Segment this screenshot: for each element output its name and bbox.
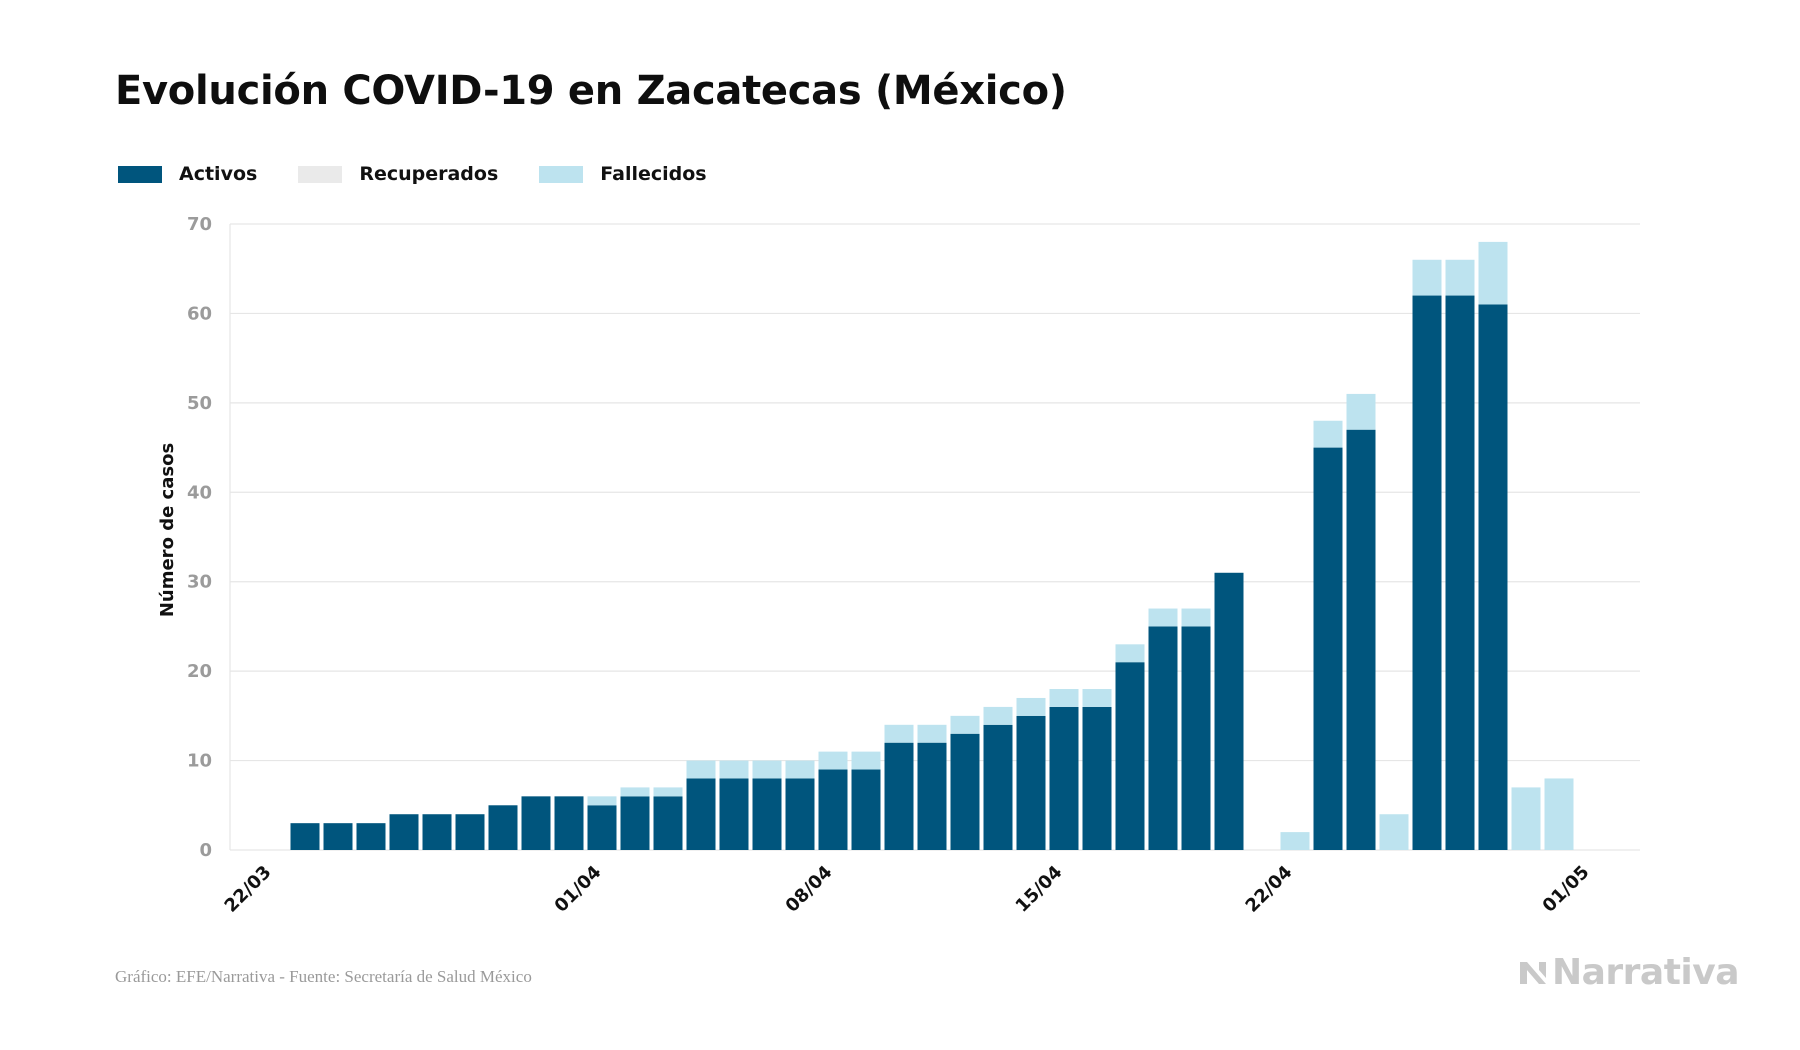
- legend-swatch-recuperados: [298, 165, 343, 183]
- bar-activos-23-04: [1313, 447, 1343, 850]
- bar-fallecidos-17-04: [1115, 644, 1145, 663]
- bar-fallecidos-12-04: [950, 715, 980, 734]
- legend-swatch-fallecidos: [539, 165, 584, 183]
- bar-activos-09-04: [851, 769, 881, 850]
- x-axis-ticks: 22/03 01/04 08/04 15/04 22/04 01/05: [221, 862, 1594, 917]
- bar-activos-19-04: [1181, 626, 1211, 850]
- x-tick-label: 08/04: [782, 862, 837, 917]
- y-tick-label: 60: [187, 303, 212, 324]
- bar-activos-24-03: [323, 823, 353, 850]
- bar-activos-26-04: [1412, 295, 1442, 850]
- bar-fallecidos-02-04: [620, 787, 650, 797]
- bar-activos-13-04: [983, 724, 1013, 850]
- legend-label-fallecidos: Fallecidos: [600, 163, 707, 185]
- bar-activos-30-03: [521, 796, 551, 850]
- bar-fallecidos-25-04: [1379, 814, 1409, 850]
- legend-label-activos: Activos: [179, 163, 258, 185]
- x-tick-label: 15/04: [1012, 862, 1067, 917]
- bar-activos-12-04: [950, 733, 980, 850]
- chart-legend: Activos Recuperados Fallecidos: [118, 163, 748, 185]
- bar-activos-05-04: [719, 778, 749, 850]
- bar-activos-20-04: [1214, 572, 1244, 850]
- bar-fallecidos-27-04: [1445, 259, 1475, 296]
- brand-name: Narrativa: [1552, 952, 1740, 993]
- bar-fallecidos-29-04: [1511, 787, 1541, 850]
- bar-activos-03-04: [653, 796, 683, 850]
- bar-activos-27-03: [422, 814, 452, 850]
- y-axis-ticks: 0 10 20 30 40 50 60 70: [187, 214, 212, 861]
- bar-fallecidos-23-04: [1313, 420, 1343, 448]
- bar-fallecidos-15-04: [1049, 689, 1079, 707]
- bar-fallecidos-11-04: [917, 724, 947, 743]
- bar-fallecidos-10-04: [884, 724, 914, 743]
- bar-fallecidos-16-04: [1082, 689, 1112, 707]
- y-tick-label: 0: [199, 840, 212, 861]
- y-tick-label: 10: [187, 751, 212, 772]
- bar-activos-29-03: [488, 805, 518, 850]
- legend-item-recuperados: Recuperados: [298, 163, 498, 185]
- x-tick-label: 01/05: [1539, 862, 1594, 917]
- bar-activos-16-04: [1082, 706, 1112, 850]
- bar-activos-28-03: [455, 814, 485, 850]
- bar-activos-28-04: [1478, 304, 1508, 850]
- bar-activos-07-04: [785, 778, 815, 850]
- bar-fallecidos-04-04: [686, 760, 716, 779]
- brand-logo: Narrativa: [1518, 952, 1740, 993]
- bar-fallecidos-14-04: [1016, 697, 1046, 716]
- bar-fallecidos-01-04: [587, 796, 617, 806]
- bar-fallecidos-05-04: [719, 760, 749, 779]
- legend-swatch-activos: [118, 165, 162, 183]
- bar-activos-23-03: [290, 823, 320, 850]
- y-tick-label: 30: [187, 572, 212, 593]
- bar-activos-27-04: [1445, 295, 1475, 850]
- y-tick-label: 70: [187, 214, 212, 235]
- legend-label-recuperados: Recuperados: [359, 163, 499, 185]
- y-tick-label: 40: [187, 482, 212, 503]
- bar-activos-01-04: [587, 805, 617, 850]
- x-tick-label: 22/04: [1242, 862, 1297, 917]
- bar-activos-17-04: [1115, 662, 1145, 850]
- bar-fallecidos-19-04: [1181, 608, 1211, 627]
- bar-activos-11-04: [917, 742, 947, 850]
- bar-fallecidos-24-04: [1346, 393, 1376, 430]
- bar-fallecidos-03-04: [653, 787, 683, 797]
- bar-activos-14-04: [1016, 715, 1046, 850]
- bar-activos-18-04: [1148, 626, 1178, 850]
- bar-activos-02-04: [620, 796, 650, 850]
- bar-activos-15-04: [1049, 706, 1079, 850]
- bar-activos-08-04: [818, 769, 848, 850]
- bar-activos-31-03: [554, 796, 584, 850]
- bar-activos-24-04: [1346, 429, 1376, 850]
- bar-fallecidos-07-04: [785, 760, 815, 779]
- bar-activos-26-03: [389, 814, 419, 850]
- bar-activos-04-04: [686, 778, 716, 850]
- legend-item-activos: Activos: [118, 163, 257, 185]
- narrativa-logo-icon: [1520, 961, 1546, 984]
- bar-fallecidos-13-04: [983, 706, 1013, 725]
- bars: [290, 241, 1574, 850]
- chart-title: Evolución COVID-19 en Zacatecas (México): [115, 68, 1067, 114]
- bar-fallecidos-18-04: [1148, 608, 1178, 627]
- bar-fallecidos-30-04: [1544, 778, 1574, 850]
- y-tick-label: 20: [187, 661, 212, 682]
- bar-activos-06-04: [752, 778, 782, 850]
- x-tick-label: 01/04: [551, 862, 606, 917]
- legend-item-fallecidos: Fallecidos: [539, 163, 707, 185]
- bar-fallecidos-06-04: [752, 760, 782, 779]
- bar-fallecidos-09-04: [851, 751, 881, 770]
- bar-fallecidos-22-04: [1280, 832, 1310, 850]
- bar-fallecidos-26-04: [1412, 259, 1442, 296]
- y-tick-label: 50: [187, 393, 212, 414]
- x-tick-label: 22/03: [221, 862, 276, 917]
- y-axis-label: Número de casos: [157, 443, 178, 617]
- bar-fallecidos-08-04: [818, 751, 848, 770]
- bar-activos-10-04: [884, 742, 914, 850]
- source-footer: Gráfico: EFE/Narrativa - Fuente: Secreta…: [115, 967, 532, 986]
- bar-activos-25-03: [356, 823, 386, 850]
- bar-fallecidos-28-04: [1478, 241, 1508, 305]
